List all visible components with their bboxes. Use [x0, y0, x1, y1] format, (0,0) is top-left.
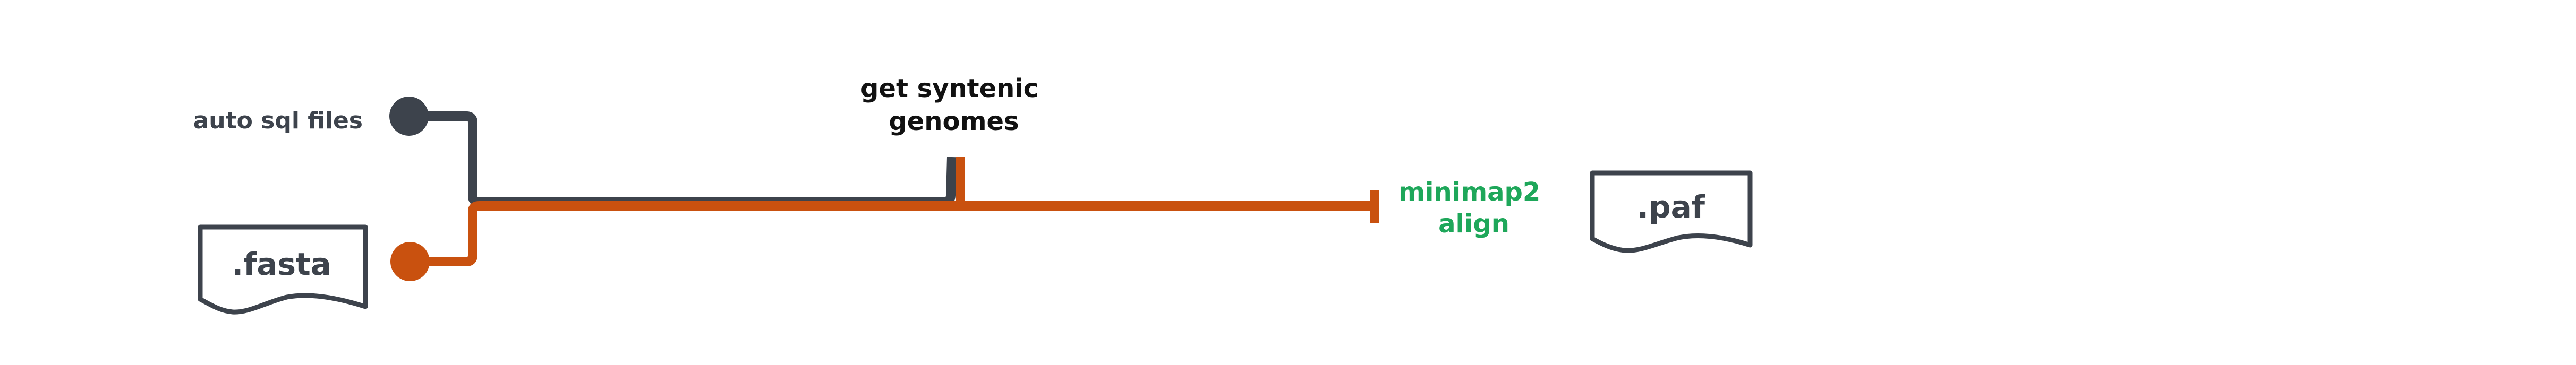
input-label-fasta: .fasta: [232, 246, 331, 282]
step-label-line-1: minimap2: [1398, 177, 1540, 207]
step-label-line-2: genomes: [889, 107, 1019, 136]
step-label-get-syntenic-genomes: get syntenic genomes: [860, 74, 1047, 136]
step-label-line-1: get syntenic: [860, 74, 1038, 103]
step-label-line-2: align: [1438, 209, 1509, 239]
step-label-minimap2-align: minimap2 align: [1398, 177, 1549, 239]
output-label-paf: .paf: [1637, 189, 1705, 225]
gray-start-dot: [389, 97, 429, 136]
document-icon: [198, 224, 368, 315]
gray-flow-line: [409, 111, 957, 206]
orange-start-dot: [390, 242, 430, 281]
orange-flow-line: [410, 201, 1375, 266]
document-icon: [1590, 170, 1753, 253]
input-label-auto-sql-files: auto sql files: [193, 107, 363, 134]
